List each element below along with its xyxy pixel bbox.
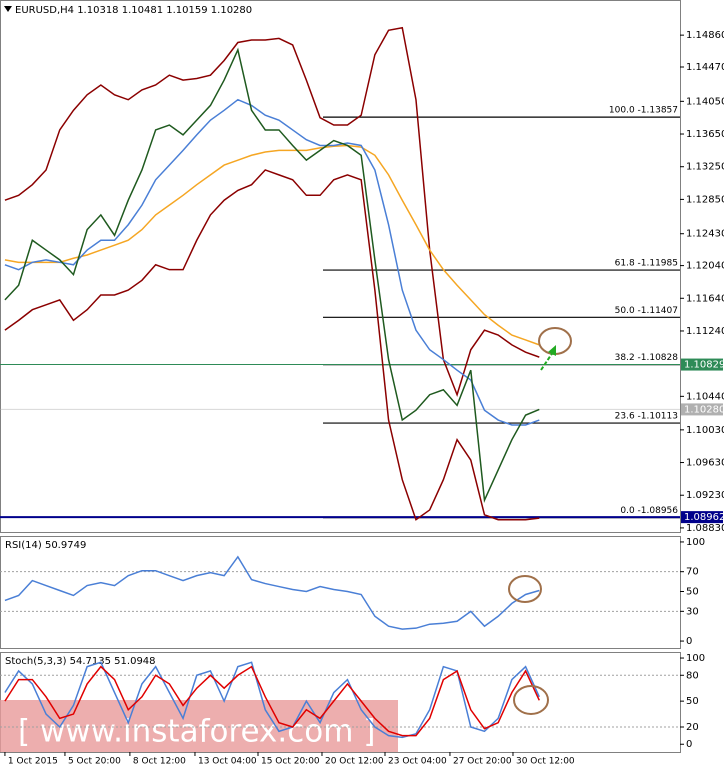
y-tick-label: 1.14470: [686, 62, 724, 73]
series-line: [4, 98, 540, 426]
arrow-head: [548, 345, 556, 356]
y-tick-label: 1.14860: [686, 30, 724, 41]
watermark-box: [0, 700, 398, 752]
price-label-box: [681, 358, 723, 371]
y-tick-label: 100: [686, 537, 705, 548]
fib-label: 38.2 -1.10828: [615, 353, 679, 363]
highlight-circle: [508, 575, 542, 603]
dropdown-icon: [4, 6, 12, 12]
rsi-title: RSI(14) 50.9749: [5, 540, 86, 551]
y-tick-label: 1.13650: [686, 129, 724, 140]
y-tick-label: 0: [686, 636, 692, 647]
y-tick-label: 1.08830: [686, 523, 724, 534]
fib-label: 0.0 -1.08956: [620, 506, 678, 516]
x-tick-label: 13 Oct 04:00: [198, 757, 257, 767]
stoch-title: Stoch(5,3,3) 54.7135 51.0948: [5, 656, 156, 667]
series-line: [4, 665, 540, 737]
y-tick-label: 1.12040: [686, 261, 724, 272]
y-tick-label: 1.12430: [686, 229, 724, 240]
y-tick-label: 1.13250: [686, 162, 724, 173]
x-tick-label: 8 Oct 12:00: [133, 757, 186, 767]
series-line: [4, 661, 540, 739]
y-tick-label: 1.11640: [686, 293, 724, 304]
x-tick-label: 5 Oct 20:00: [68, 757, 121, 767]
price-label: 1.10280: [684, 404, 724, 415]
y-tick-label: 1.10030: [686, 425, 724, 436]
chart-title: EURUSD,H4 1.10318 1.10481 1.10159 1.1028…: [15, 5, 252, 16]
rsi-panel-frame: [0, 536, 681, 649]
price-label-box: [681, 403, 723, 416]
y-tick-label: 0: [686, 739, 692, 750]
y-tick-label: 1.11240: [686, 326, 724, 337]
y-tick-label: 1.12850: [686, 194, 724, 205]
x-tick-label: 27 Oct 20:00: [453, 757, 512, 767]
price-label-box: [681, 511, 723, 524]
y-tick-label: 50: [686, 587, 699, 598]
fib-label: 50.0 -1.11407: [615, 306, 678, 316]
x-tick-label: 15 Oct 20:00: [261, 757, 320, 767]
fib-label: 100.0 -1.13857: [609, 106, 678, 116]
x-tick-label: 20 Oct 12:00: [325, 757, 384, 767]
series-line: [4, 144, 540, 346]
series-line: [4, 169, 540, 521]
fib-label: 23.6 -1.10113: [615, 412, 678, 422]
y-tick-label: 1.09230: [686, 490, 724, 501]
price-label: 1.08962: [684, 512, 724, 523]
x-tick-label: 1 Oct 2015: [8, 757, 58, 767]
y-tick-label: 100: [686, 653, 705, 664]
series-line: [4, 47, 540, 503]
annotations: [508, 327, 572, 715]
main-panel-frame: [0, 0, 681, 533]
y-tick-label: 80: [686, 670, 699, 681]
y-tick-label: 1.14050: [686, 96, 724, 107]
price-label: 1.10829: [684, 360, 724, 371]
fib-label: 61.8 -1.11985: [615, 259, 678, 269]
y-tick-label: 1.09630: [686, 458, 724, 469]
highlight-circle: [513, 685, 549, 715]
y-tick-label: 20: [686, 722, 699, 733]
arrow-shaft: [540, 351, 554, 371]
x-tick-label: 30 Oct 12:00: [516, 757, 575, 767]
series-line: [4, 555, 540, 630]
x-tick-label: 23 Oct 04:00: [388, 757, 447, 767]
y-tick-label: 50: [686, 696, 699, 707]
series-line: [4, 26, 540, 397]
watermark: [ www.instaforex.com ]: [18, 714, 375, 750]
y-tick-label: 70: [686, 567, 699, 578]
y-tick-label: 1.10440: [686, 391, 724, 402]
y-tick-label: 30: [686, 606, 699, 617]
